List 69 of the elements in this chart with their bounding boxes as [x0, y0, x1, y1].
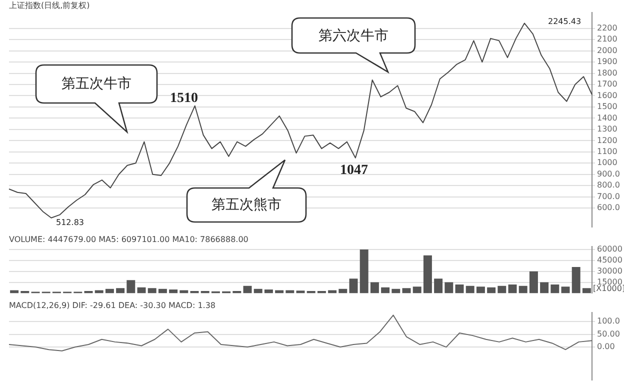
bar — [434, 278, 443, 294]
y-tick-label: 0.00 — [597, 342, 615, 352]
bar — [402, 288, 411, 294]
bar — [487, 287, 496, 294]
bar — [572, 266, 580, 294]
bar — [116, 288, 125, 294]
y-tick-label: 2000 — [597, 46, 618, 55]
annotation: 第六次牛市 — [318, 26, 390, 46]
bar — [392, 288, 400, 294]
y-tick-label: 1000 — [597, 158, 618, 168]
bar — [476, 286, 485, 294]
bar — [550, 284, 560, 294]
annotation: 第五次牛市 — [60, 75, 132, 94]
y-tick-label: 1200 — [597, 136, 618, 145]
bar — [158, 288, 167, 294]
annotation: 第五次熊市 — [210, 196, 282, 215]
chart-title: MACD(12,26,9) DIF: -29.61 DEA: -30.30 MACD: 1.38 — [9, 300, 216, 310]
bar — [254, 288, 262, 294]
bar — [360, 250, 368, 294]
bar — [126, 280, 136, 294]
y-tick-label: 600.0 — [597, 203, 620, 212]
bar — [498, 286, 506, 294]
bar — [296, 290, 305, 294]
chart-title: 上证指数(日线,前复权) — [9, 0, 90, 10]
bar — [169, 290, 178, 294]
bar — [508, 284, 517, 294]
bar — [518, 286, 528, 294]
annotation: 512.83 — [56, 218, 84, 227]
y-tick-label: 2100 — [597, 34, 618, 44]
bar — [444, 282, 454, 294]
y-tick-label: 60000 — [597, 244, 622, 254]
annotation: 1047 — [340, 163, 368, 178]
bar — [148, 288, 156, 294]
y-tick-label: 30000 — [597, 266, 622, 276]
bar — [455, 284, 464, 294]
annotation: 1510 — [170, 91, 198, 106]
y-tick-label: 50.00 — [597, 329, 620, 338]
bar — [370, 282, 379, 294]
bar — [338, 288, 348, 294]
y-tick-label: 800.0 — [597, 180, 620, 190]
bar — [243, 286, 252, 294]
bar — [540, 282, 549, 294]
y-tick-label: 1100 — [597, 147, 618, 156]
y-tick-label: 1900 — [597, 57, 618, 66]
y-tick-label: 1300 — [597, 124, 618, 134]
y-tick-label: 1600 — [597, 90, 618, 100]
y-tick-label: 1700 — [597, 80, 618, 89]
bar — [381, 287, 390, 294]
bar — [349, 278, 358, 294]
y-tick-label: 45000 — [597, 256, 622, 265]
y-tick-label: 100.0 — [597, 316, 620, 326]
y-tick-label: 700.0 — [597, 192, 620, 201]
bar — [529, 271, 538, 294]
bar — [561, 286, 570, 294]
bar — [105, 288, 114, 294]
y-tick-label: 1500 — [597, 102, 618, 112]
bar — [264, 290, 273, 294]
y-tick-label: 900.0 — [597, 169, 620, 178]
y-tick-label: 15000 — [597, 277, 622, 286]
y-tick-label: 1400 — [597, 113, 618, 122]
bar — [582, 288, 591, 294]
bar — [423, 255, 432, 294]
bar — [412, 286, 422, 294]
y-tick-label: 2200 — [597, 23, 618, 32]
annotation: 2245.43 — [548, 17, 582, 26]
text: [X1000] — [593, 284, 624, 294]
chart-title: VOLUME: 4447679.00 MA5: 6097101.00 MA10: 7866888.00 — [9, 234, 248, 244]
y-tick-label: 1800 — [597, 68, 618, 78]
bar — [466, 286, 474, 294]
